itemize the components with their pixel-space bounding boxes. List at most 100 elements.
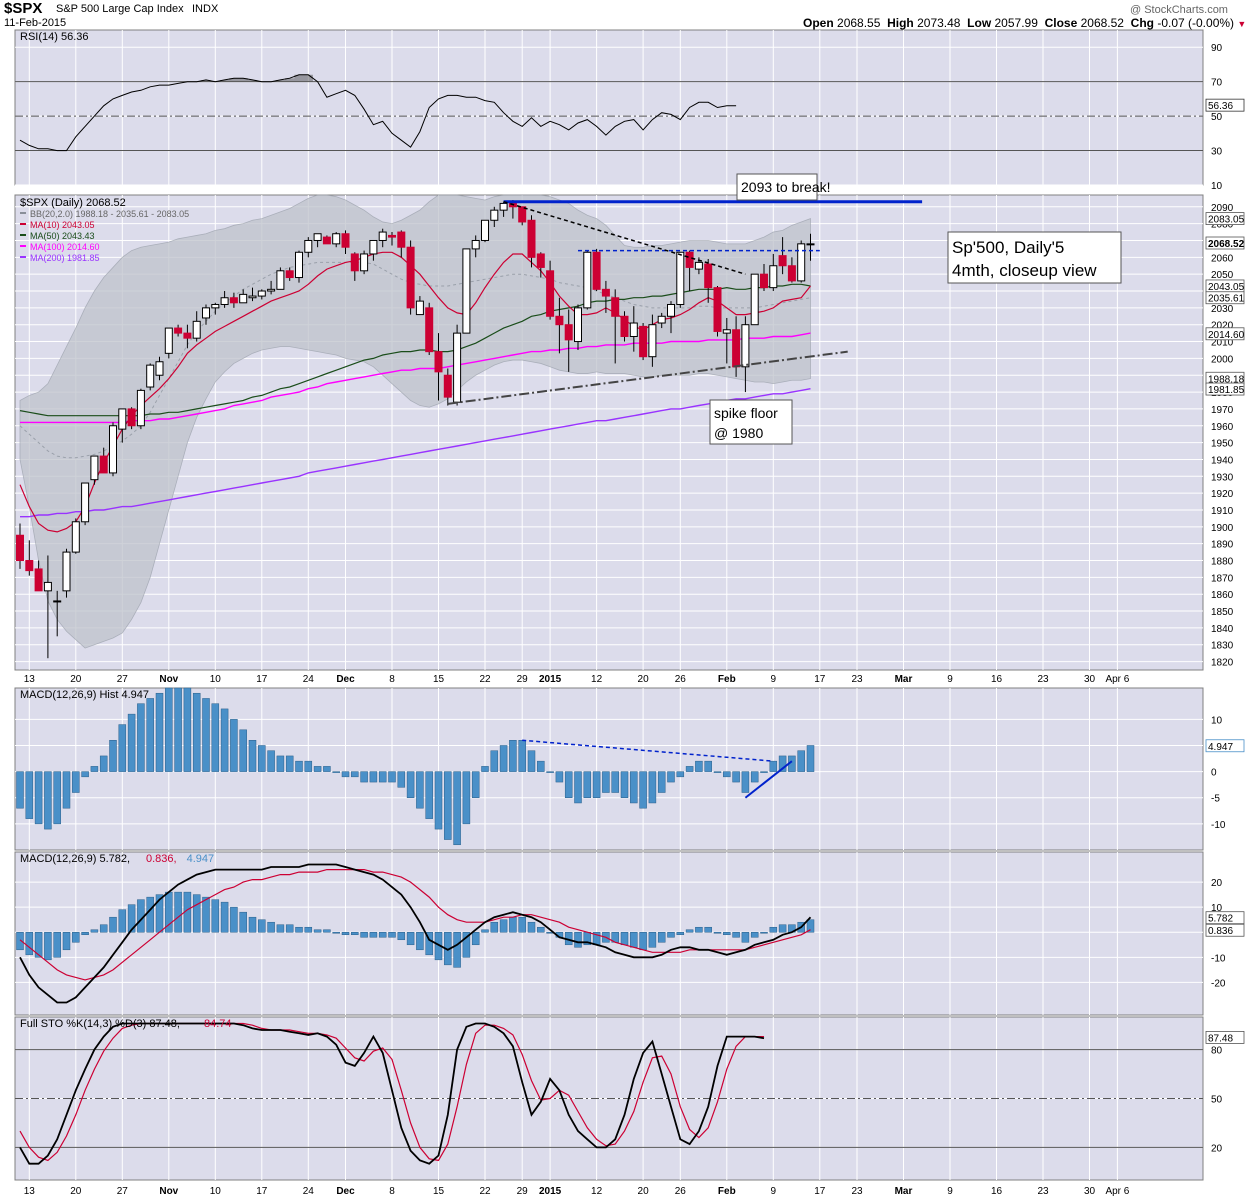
macd-hist-bar — [620, 931, 629, 946]
candle-body — [443, 374, 452, 398]
macd-hist-bar — [239, 911, 247, 933]
macd-hist-bar — [639, 771, 647, 809]
macd-hist-bar — [806, 919, 815, 933]
candle-body — [750, 273, 759, 326]
chg-label: Chg — [1130, 16, 1154, 30]
macd-hist-bar — [471, 931, 480, 946]
candle-body — [118, 408, 127, 430]
high-value: 2073.48 — [917, 16, 961, 30]
macd-hist-bar — [592, 771, 601, 798]
macd-hist-bar — [137, 703, 145, 772]
candle-body — [434, 351, 443, 373]
macd-hist-bar — [211, 703, 220, 772]
candle-body — [741, 324, 750, 368]
macd-y-tick: 10 — [1211, 903, 1223, 914]
candle-body — [248, 295, 257, 299]
candle-body — [778, 255, 787, 267]
macd-hist-bar — [583, 771, 592, 798]
macd-hist-bar — [490, 750, 499, 772]
macd-hist-bar — [406, 771, 415, 798]
bottom-x-tick: 23 — [851, 1186, 863, 1197]
macd-hist-bar — [723, 771, 731, 778]
macd-signal-line — [19, 869, 811, 981]
candle-body — [732, 329, 741, 368]
candle-body — [694, 261, 703, 270]
bottom-x-tick: 10 — [210, 1186, 222, 1197]
macd-hist-bar — [704, 760, 712, 772]
macd-hist-bar — [332, 931, 340, 934]
candle-body — [564, 324, 573, 341]
macd-hist-bar — [202, 896, 210, 933]
candle-body — [322, 236, 331, 245]
price-x-tick: 22 — [479, 674, 491, 685]
rsi-y-tick: 30 — [1211, 147, 1223, 158]
price-y-tick: 2060 — [1211, 253, 1234, 264]
macd-legend-item: 0.836, — [146, 853, 177, 865]
rsi-last-value-box — [1205, 98, 1245, 112]
macd-hist-bar — [109, 740, 117, 772]
bottom-x-tick: 24 — [303, 1186, 315, 1197]
ohlc-readout: Open 2068.55 High 2073.48 Low 2057.99 Cl… — [803, 16, 1246, 30]
macd-hist-last-value-box — [1205, 739, 1245, 753]
candle-body — [499, 202, 508, 211]
macd-hist-bar — [648, 931, 657, 948]
rsi-line — [19, 74, 737, 152]
bottom-x-tick: 17 — [256, 1186, 268, 1197]
candle-body — [62, 551, 71, 592]
macd-hist-bar — [667, 771, 675, 783]
sto-last-value: 87.48 — [1208, 1033, 1233, 1044]
candle-body — [536, 253, 545, 268]
bottom-x-tick: 17 — [814, 1186, 826, 1197]
macd-hist-bar — [509, 916, 517, 933]
down-arrow-icon: ▼ — [1237, 19, 1247, 29]
price-y-tick: 1820 — [1211, 658, 1234, 669]
legend-swatch — [20, 212, 26, 214]
candle-body — [202, 307, 210, 319]
price-x-tick: 23 — [851, 674, 863, 685]
candle-body — [797, 243, 806, 282]
candle-body — [127, 408, 136, 427]
price-x-tick: 17 — [814, 674, 826, 685]
bottom-x-tick: Apr 6 — [1105, 1186, 1129, 1197]
candle-body — [471, 239, 480, 250]
macd-hist-bar — [778, 755, 787, 772]
macd-hist-bar — [146, 698, 154, 772]
candle-body — [769, 265, 778, 289]
macd-hist-bar — [760, 771, 768, 773]
price-x-tick: 27 — [117, 674, 129, 685]
symbol: $SPX — [4, 0, 43, 17]
sto-k-line — [19, 1022, 765, 1165]
macd-hist-bar — [323, 929, 331, 933]
candle-body — [676, 251, 685, 305]
macd-last-value-box — [1205, 911, 1245, 925]
price-y-tick: 1920 — [1211, 489, 1234, 500]
price-legend-item: MA(10) 2043.05 — [30, 220, 95, 230]
macd-hist-y-tick: 0 — [1211, 768, 1217, 779]
price-x-tick: 12 — [591, 674, 603, 685]
macd-hist-bar — [341, 771, 350, 778]
legend-swatch — [20, 234, 26, 236]
bottom-x-tick: 20 — [70, 1186, 82, 1197]
candle-body — [620, 315, 629, 337]
rsi-y-tick: 70 — [1211, 78, 1223, 89]
candle-body — [481, 219, 489, 241]
macd-last-value-box — [1205, 923, 1245, 937]
bottom-x-tick: Nov — [159, 1186, 178, 1197]
candle-body — [592, 251, 601, 290]
macd-hist-bar — [416, 771, 424, 809]
price-x-tick: 16 — [991, 674, 1003, 685]
macd-hist-bar — [276, 755, 285, 772]
candle-body — [99, 455, 108, 474]
macd-hist-bar — [62, 931, 71, 951]
macd-hist-bar — [574, 931, 582, 948]
price-y-tick: 1970 — [1211, 405, 1234, 416]
macd-hist-bar — [676, 931, 685, 936]
macd-hist-bar — [397, 771, 406, 788]
macd-hist-bar — [378, 771, 387, 783]
bottom-x-tick: 12 — [591, 1186, 603, 1197]
macd-hist-bar — [174, 687, 182, 772]
macd-hist-bar — [750, 771, 759, 783]
bottom-x-tick: 9 — [771, 1186, 777, 1197]
candle-body — [760, 273, 768, 289]
